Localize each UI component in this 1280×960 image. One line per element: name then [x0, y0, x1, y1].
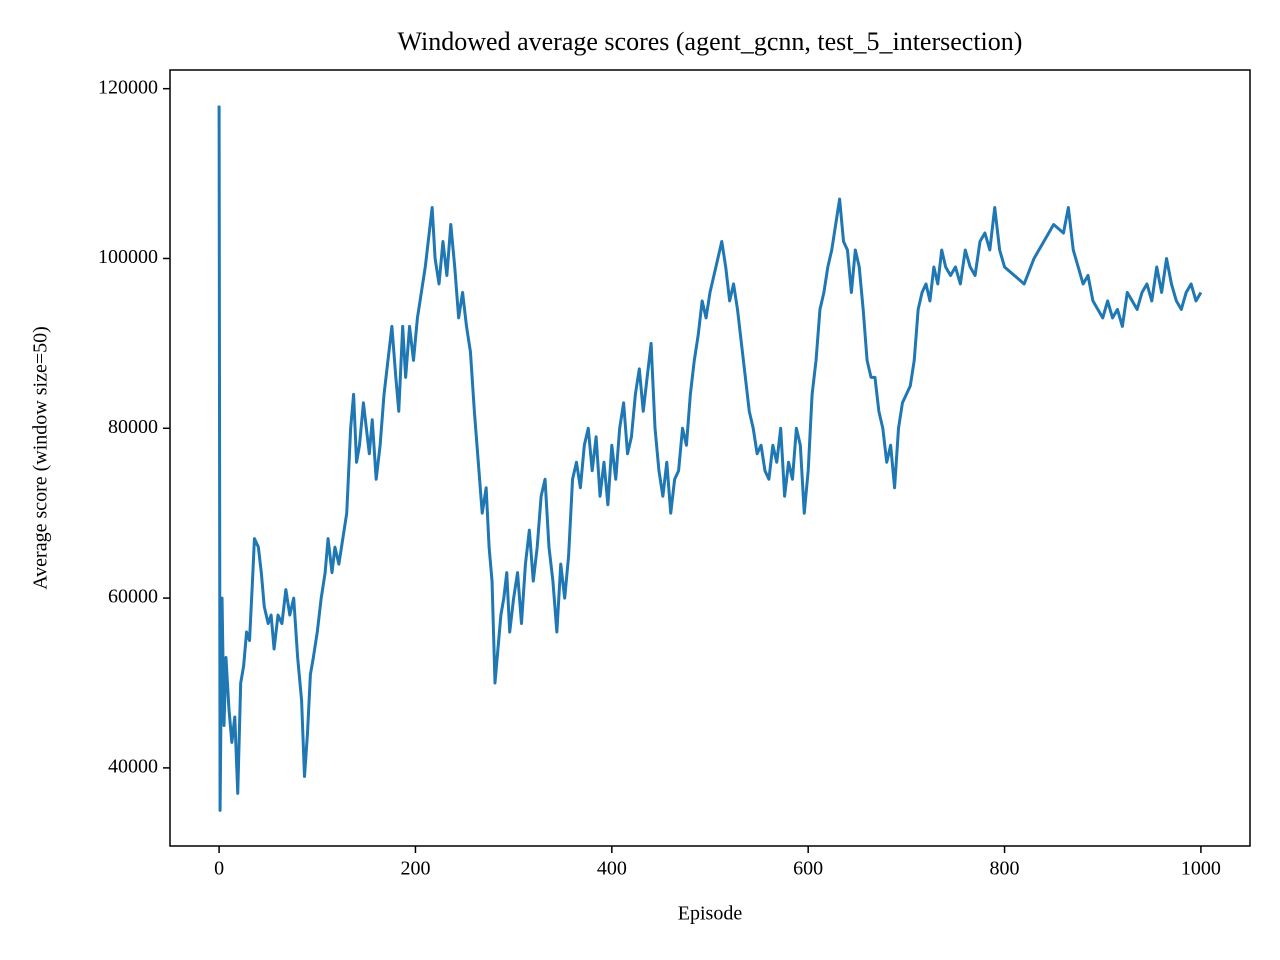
x-axis-label: Episode [678, 903, 743, 925]
x-tick-label: 800 [990, 858, 1020, 880]
y-tick-label: 80000 [108, 416, 158, 438]
y-tick-label: 100000 [98, 246, 158, 268]
data-line [217, 105, 1203, 812]
x-tick-label: 1000 [1181, 858, 1221, 880]
plot-frame [169, 69, 1251, 847]
y-tick-label: 120000 [98, 76, 158, 98]
x-tick-label: 400 [597, 858, 627, 880]
x-tick-label: 200 [400, 858, 430, 880]
chart-title: Windowed average scores (agent_gcnn, tes… [398, 27, 1023, 56]
x-tick-label: 0 [214, 858, 224, 880]
y-axis-label: Average score (window size=50) [30, 326, 52, 590]
x-tick-label: 600 [793, 858, 823, 880]
y-tick-label: 40000 [108, 755, 158, 777]
y-tick-label: 60000 [108, 586, 158, 608]
